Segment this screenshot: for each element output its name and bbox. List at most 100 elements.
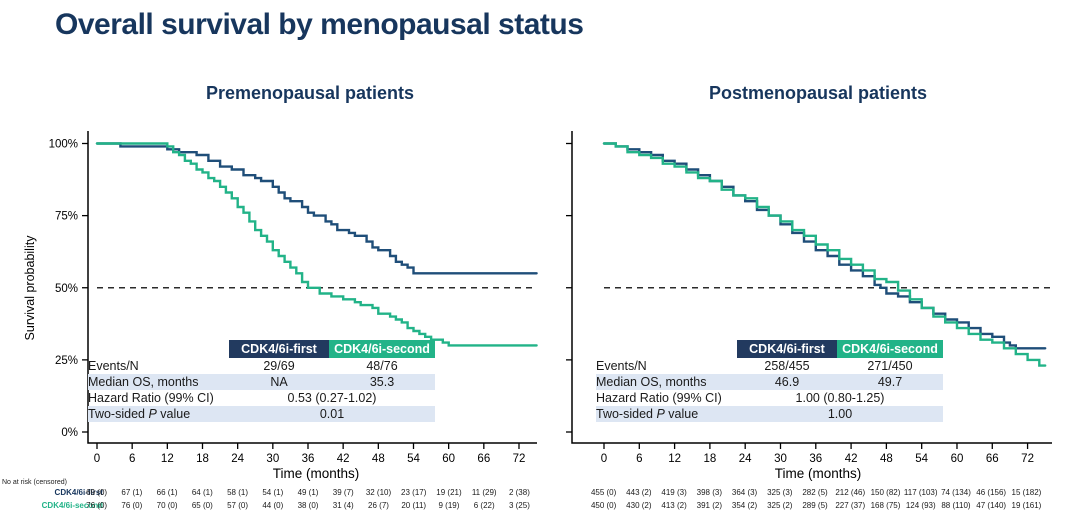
at-risk-value: 74 (134) xyxy=(941,488,971,497)
at-risk-value: 168 (75) xyxy=(870,501,901,510)
stats-table-premenopausal: CDK4/6i-first CDK4/6i-second Events/N 29… xyxy=(88,340,435,422)
svg-text:66: 66 xyxy=(986,453,999,465)
svg-text:18: 18 xyxy=(703,453,716,465)
stats-value-events-second: 48/76 xyxy=(366,359,398,373)
svg-text:18: 18 xyxy=(196,453,209,465)
at-risk-value: 289 (5) xyxy=(802,501,828,510)
at-risk-value: 66 (1) xyxy=(156,488,178,497)
svg-text:75%: 75% xyxy=(55,211,78,223)
at-risk-value: 65 (0) xyxy=(191,501,213,510)
at-risk-value: 49 (1) xyxy=(297,488,319,497)
at-risk-row-premenopausal-first: 69 (0) 67 (1) 66 (1) 64 (1) 58 (1) 54 (1) 49 (… xyxy=(79,488,537,497)
at-risk-value: 69 (0) xyxy=(86,488,108,497)
svg-text:12: 12 xyxy=(161,453,174,465)
at-risk-caption: No at risk (censored) xyxy=(2,479,67,486)
at-risk-value: 325 (3) xyxy=(767,488,793,497)
plot-premenopausal: 0% 25% 50% 75% 100% 0 6 12 18 24 30 36 42 48 54 60 66 72 T… xyxy=(23,131,538,481)
svg-text:60: 60 xyxy=(951,453,964,465)
svg-text:0: 0 xyxy=(601,453,607,465)
at-risk-value: 150 (82) xyxy=(870,488,901,497)
svg-text:0: 0 xyxy=(94,453,100,465)
at-risk-value: 398 (3) xyxy=(696,488,722,497)
svg-text:25%: 25% xyxy=(55,355,78,367)
stats-value-median-first: NA xyxy=(270,375,288,389)
stats-value-median-second: 35.3 xyxy=(369,375,395,389)
panel-title-postmenopausal: Postmenopausal patients xyxy=(708,83,928,103)
at-risk-value: 15 (182) xyxy=(1011,488,1042,497)
svg-text:60: 60 xyxy=(442,453,455,465)
svg-text:36: 36 xyxy=(809,453,822,465)
svg-text:Survival probability: Survival probability xyxy=(23,235,37,341)
stats-value-events-second: 271/450 xyxy=(867,359,913,373)
at-risk-row-label-first: CDK4/6i-first xyxy=(54,488,103,497)
svg-text:Time (months): Time (months) xyxy=(273,466,360,481)
at-risk-value: 11 (29) xyxy=(471,488,497,497)
stats-value-median-second: 49.7 xyxy=(877,375,903,389)
panel-title-premenopausal: Premenopausal patients xyxy=(205,83,415,103)
svg-text:66: 66 xyxy=(477,453,490,465)
stats-row-label-median: Median OS, months xyxy=(596,375,707,389)
svg-text:42: 42 xyxy=(845,453,858,465)
plot-postmenopausal: 0 6 12 18 24 30 36 42 48 54 60 66 72 Time (months) xyxy=(566,131,1052,481)
at-risk-value: 44 (0) xyxy=(262,501,284,510)
at-risk-value: 76 (0) xyxy=(121,501,143,510)
svg-text:50%: 50% xyxy=(55,283,78,295)
at-risk-row-premenopausal-second: 76 (0) 76 (0) 70 (0) 65 (0) 57 (0) 44 (0) 38 (… xyxy=(79,501,537,510)
svg-text:42: 42 xyxy=(337,453,350,465)
stats-row-label-hr: Hazard Ratio (99% CI) xyxy=(88,391,214,405)
svg-text:48: 48 xyxy=(372,453,385,465)
at-risk-value: 3 (25) xyxy=(508,501,530,510)
at-risk-value: 354 (2) xyxy=(731,501,758,510)
at-risk-value: 325 (2) xyxy=(767,501,793,510)
stats-value-pvalue: 0.01 xyxy=(319,407,345,421)
at-risk-value: 455 (0) xyxy=(590,488,617,497)
svg-text:24: 24 xyxy=(231,453,244,465)
at-risk-value: 54 (1) xyxy=(262,488,284,497)
at-risk-row-label-second: CDK4/6i-second xyxy=(41,501,103,510)
svg-text:6: 6 xyxy=(129,453,135,465)
svg-text:54: 54 xyxy=(407,453,420,465)
svg-text:72: 72 xyxy=(1021,453,1034,465)
stats-value-hr: 1.00 (0.80-1.25) xyxy=(795,391,885,405)
legend-cdk46i-first: CDK4/6i-first xyxy=(229,340,329,358)
at-risk-value: 443 (2) xyxy=(626,488,652,497)
at-risk-value: 282 (5) xyxy=(802,488,828,497)
at-risk-value: 20 (11) xyxy=(401,501,427,510)
at-risk-value: 31 (4) xyxy=(332,501,354,510)
at-risk-value: 19 (21) xyxy=(436,488,462,497)
at-risk-value: 430 (2) xyxy=(626,501,652,510)
stats-row-label-pvalue: Two-sided P value xyxy=(596,407,699,421)
at-risk-value: 46 (156) xyxy=(976,488,1007,497)
at-risk-value: 57 (0) xyxy=(227,501,248,510)
stats-row-label-events: Events/N xyxy=(596,359,647,373)
stats-row-label-events: Events/N xyxy=(88,359,139,373)
at-risk-value: 419 (3) xyxy=(661,488,687,497)
at-risk-value: 38 (0) xyxy=(297,501,319,510)
stats-value-events-first: 29/69 xyxy=(263,359,295,373)
svg-text:0%: 0% xyxy=(61,427,78,439)
svg-text:30: 30 xyxy=(774,453,787,465)
at-risk-value: 413 (2) xyxy=(661,501,687,510)
svg-text:6: 6 xyxy=(636,453,642,465)
at-risk-value: 88 (110) xyxy=(941,501,971,510)
svg-text:30: 30 xyxy=(266,453,279,465)
svg-text:54: 54 xyxy=(915,453,928,465)
at-risk-value: 227 (37) xyxy=(835,501,866,510)
svg-text:48: 48 xyxy=(880,453,893,465)
svg-text:12: 12 xyxy=(668,453,681,465)
at-risk-value: 70 (0) xyxy=(156,501,178,510)
at-risk-value: 9 (19) xyxy=(438,501,460,510)
at-risk-row-postmenopausal-first: 455 (0) 443 (2) 419 (3) 398 (3) 364 (3) 325 (… xyxy=(586,488,1044,497)
svg-text:Time (months): Time (months) xyxy=(775,466,862,481)
legend-cdk46i-first: CDK4/6i-first xyxy=(737,340,837,358)
svg-text:36: 36 xyxy=(302,453,315,465)
svg-text:100%: 100% xyxy=(49,139,78,151)
at-risk-value: 39 (7) xyxy=(332,488,354,497)
at-risk-value: 212 (46) xyxy=(835,488,866,497)
at-risk-value: 23 (17) xyxy=(401,488,427,497)
at-risk-value: 124 (93) xyxy=(905,501,936,510)
at-risk-value: 391 (2) xyxy=(696,501,722,510)
stats-row-label-hr: Hazard Ratio (99% CI) xyxy=(596,391,722,405)
kaplan-meier-charts: 0%25%50%75%100%0 6 12 18 24 30 36 42 48 54 60 66 72T… xyxy=(23,131,1052,481)
